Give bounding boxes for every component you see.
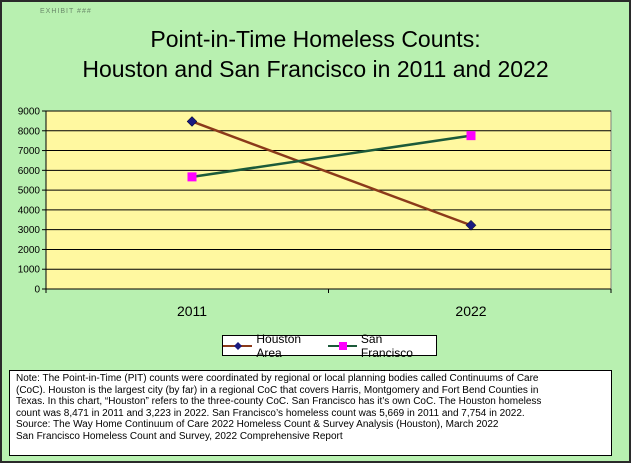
y-tick-label: 2000 (18, 245, 41, 256)
note-box: Note: The Point-in-Time (PIT) counts wer… (9, 370, 612, 456)
note-line: Source: The Way Home Continuum of Care 2… (16, 419, 605, 431)
legend-houston-swatch (223, 341, 252, 351)
y-tick-label: 8000 (18, 126, 41, 137)
y-tick-label: 6000 (18, 166, 41, 177)
x-tick-label: 2022 (455, 303, 486, 319)
legend-item-san-francisco: San Francisco (328, 332, 436, 360)
legend-item-houston: Houston Area (223, 332, 328, 360)
y-tick-label: 1000 (18, 265, 41, 276)
y-tick-label: 9000 (18, 107, 41, 118)
note-line: Note: The Point-in-Time (PIT) counts wer… (16, 373, 605, 385)
plot-area (46, 111, 611, 289)
y-tick-label: 0 (34, 285, 40, 296)
y-tick-label: 3000 (18, 225, 41, 236)
note-line: (CoC). Houston is the largest city (by f… (16, 385, 605, 397)
chart-frame: EXHIBIT ### Point-in-Time Homeless Count… (0, 0, 631, 463)
legend-san-francisco-swatch (328, 341, 357, 351)
note-line: Texas. In this chart, “Houston” refers t… (16, 396, 605, 408)
legend-san-francisco-label: San Francisco (361, 332, 436, 360)
note-line: San Francisco Homeless Count and Survey,… (16, 431, 605, 443)
legend: Houston Area San Francisco (222, 335, 437, 356)
y-tick-label: 4000 (18, 205, 41, 216)
data-point-san-francisco (467, 131, 476, 140)
legend-houston-label: Houston Area (256, 332, 327, 360)
data-point-san-francisco (188, 172, 197, 181)
y-tick-label: 7000 (18, 146, 41, 157)
note-line: count was 8,471 in 2011 and 3,223 in 202… (16, 408, 605, 420)
y-tick-label: 5000 (18, 186, 41, 197)
x-tick-label: 2011 (177, 303, 207, 319)
